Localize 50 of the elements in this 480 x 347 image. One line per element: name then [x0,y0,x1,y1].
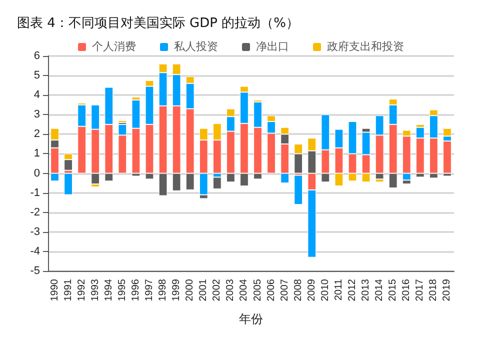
x-tick-label: 1991 [62,278,74,302]
x-tick-label: 1993 [90,278,101,302]
y-tick-label: 4 [34,89,40,102]
y-tick-label: -3 [30,226,40,238]
x-tick-label: 1996 [130,278,142,302]
x-tick-label: 2006 [266,278,277,302]
x-tick-label: 2001 [198,278,210,302]
y-tick-label: 2 [34,128,40,140]
x-tick-label: 1990 [49,278,60,302]
x-tick-label: 2017 [414,278,426,302]
x-tick-label: 2000 [184,278,196,302]
x-tick-label: 1994 [103,278,114,302]
chart-title: 图表 4：不同项目对美国实际 GDP 的拉动（%） [17,15,299,31]
x-tick-label: 2011 [333,278,344,301]
y-tick-label: -4 [30,245,40,258]
bar [212,177,222,189]
x-tick-label: 2015 [388,278,399,302]
x-tick-label: 1995 [116,278,128,302]
x-tick-label: 1998 [158,278,169,302]
x-tick-label: 2005 [252,278,264,302]
x-tick-label: 1992 [76,278,88,302]
y-tick-label: 6 [34,50,40,62]
y-tick-label: 5 [34,70,40,82]
x-tick-label: 2004 [238,278,250,302]
x-axis-title: 年份 [239,312,263,326]
x-tick-label: 2012 [347,278,358,302]
y-tick-label: -5 [30,265,40,277]
bar [64,173,72,195]
y-tick-label: -1 [30,186,40,199]
x-tick-label: 2003 [225,278,236,302]
x-tick-label: 2019 [442,278,453,302]
y-tick-label: 1 [34,148,40,160]
legend-label: 净出口 [256,40,289,53]
x-tick-label: 2009 [306,278,318,302]
legend-label: 政府支出和投资 [327,40,404,53]
x-tick-label: 1997 [144,278,155,302]
x-tick-label: 2014 [374,278,386,302]
x-tick-label: 2016 [401,278,412,302]
x-tick-label: 2013 [360,278,372,302]
y-tick-label: 0 [34,167,40,180]
x-tick-label: 2007 [279,278,290,302]
x-tick-label: 1999 [171,278,182,302]
y-tick-label: 3 [34,108,40,121]
x-tick-label: 2002 [212,278,223,302]
x-tick-label: 2018 [428,278,440,302]
x-tick-label: 2008 [292,278,304,302]
legend-label: 个人消费 [92,40,136,53]
x-tick-label: 2010 [320,278,331,302]
y-tick-label: -2 [30,206,40,218]
legend-label: 私人投资 [174,41,218,53]
